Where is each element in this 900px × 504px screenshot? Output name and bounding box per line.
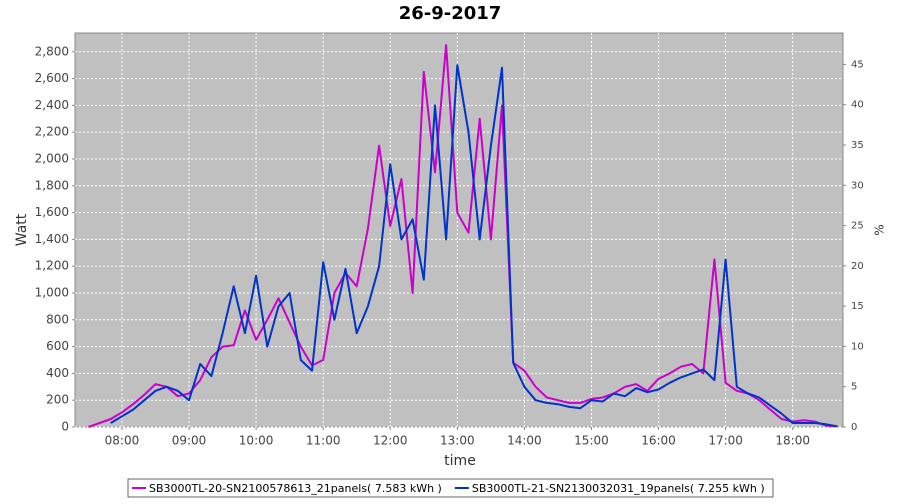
y-tick-label: 1,200 <box>35 259 69 273</box>
y-tick-label: 200 <box>46 393 69 407</box>
y2-tick-label: 30 <box>851 180 864 191</box>
y-tick-label: 0 <box>61 420 69 434</box>
x-tick-label: 14:00 <box>507 434 542 448</box>
y-tick-label: 1,000 <box>35 285 69 299</box>
y-tick-label: 1,600 <box>35 205 69 219</box>
chart-title: 26-9-2017 <box>399 3 502 24</box>
y-tick-label: 1,800 <box>35 178 69 192</box>
y-tick-label: 2,200 <box>35 125 69 139</box>
y-tick-label: 400 <box>46 366 69 380</box>
x-axis-label: time <box>444 453 476 469</box>
y2-tick-label: 35 <box>851 140 864 151</box>
y2-tick-label: 0 <box>851 422 857 433</box>
y-tick-label: 2,000 <box>35 151 69 165</box>
x-tick-label: 17:00 <box>708 434 743 448</box>
series-line <box>88 44 838 428</box>
x-tick-label: 15:00 <box>574 434 609 448</box>
x-tick-label: 10:00 <box>239 434 274 448</box>
y2-tick-label: 10 <box>851 341 864 352</box>
y-tick-label: 800 <box>46 312 69 326</box>
y2-tick-label: 45 <box>851 59 864 70</box>
x-tick-label: 18:00 <box>775 434 810 448</box>
x-tick-label: 08:00 <box>105 434 140 448</box>
x-tick-label: 12:00 <box>373 434 408 448</box>
legend <box>127 478 774 498</box>
x-tick-label: 09:00 <box>172 434 207 448</box>
y-tick-label: 2,800 <box>35 44 69 58</box>
x-tick-label: 16:00 <box>641 434 676 448</box>
y-tick-label: 2,600 <box>35 71 69 85</box>
x-tick-label: 11:00 <box>306 434 341 448</box>
y2-tick-label: 15 <box>851 301 864 312</box>
y2-tick-label: 25 <box>851 221 864 232</box>
legend-label: SB3000TL-21-SN2130032031_19panels( 7.255… <box>472 482 765 495</box>
x-tick-label: 13:00 <box>440 434 475 448</box>
legend-label: SB3000TL-20-SN2100578613_21panels( 7.583… <box>149 482 442 495</box>
y2-tick-label: 20 <box>851 261 864 272</box>
y-tick-label: 2,400 <box>35 98 69 112</box>
series-line <box>110 64 838 428</box>
y2-tick-label: 5 <box>851 382 857 393</box>
y-tick-label: 600 <box>46 339 69 353</box>
y2-tick-label: 40 <box>851 100 864 111</box>
y-tick-label: 1,400 <box>35 232 69 246</box>
plot-area <box>74 32 844 428</box>
y-axis-label: Watt <box>14 213 30 246</box>
y2-axis-label: % <box>873 224 887 235</box>
